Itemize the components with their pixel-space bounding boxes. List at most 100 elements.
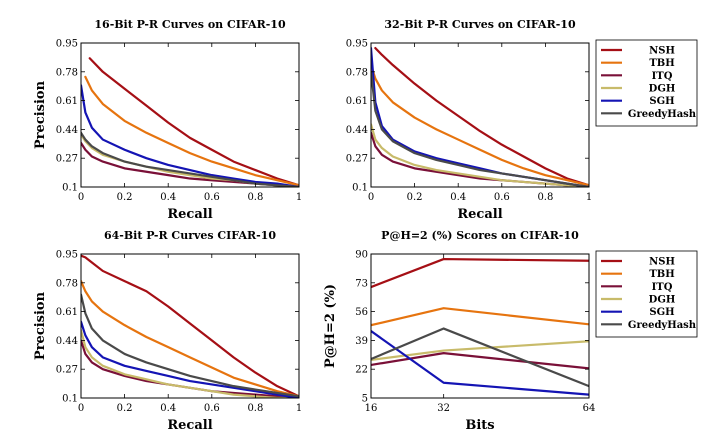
series-group: [371, 257, 589, 396]
legend-label-sgh: SGH: [649, 96, 674, 107]
legend-label-dgh: DGH: [649, 84, 676, 95]
x-tick-label: 64: [583, 403, 596, 414]
series-line-nsh: [81, 254, 299, 398]
y-tick-label: 0.27: [56, 365, 78, 376]
y-tick-label: 0.44: [56, 125, 78, 136]
y-tick-label: 5: [362, 394, 368, 405]
series-line-greedyhash: [371, 70, 589, 187]
y-tick-label: 0.95: [56, 39, 78, 50]
y-tick-label: 0.95: [346, 39, 368, 50]
series-line-tbh: [371, 63, 589, 187]
x-tick-label: 0.6: [204, 403, 220, 414]
legend-label-sgh: SGH: [649, 307, 674, 318]
y-axis-label: Precision: [33, 80, 48, 149]
series-line-sgh: [371, 329, 589, 396]
y-tick-label: 0.1: [62, 394, 78, 405]
legend-label-tbh: TBH: [649, 58, 674, 69]
legend-label-itq: ITQ: [652, 282, 673, 293]
y-tick-label: 0.78: [56, 278, 78, 289]
chart-title: 16-Bit P-R Curves on CIFAR-10: [94, 18, 286, 31]
series-line-sgh: [81, 320, 299, 398]
chart-panel-1: 16-Bit P-R Curves on CIFAR-10 0 0.2 0.4 0.6 0…: [33, 18, 302, 222]
legend-label-tbh: TBH: [649, 269, 674, 280]
y-axis-label: Precision: [33, 291, 48, 360]
series-line-tbh: [81, 280, 299, 398]
legend-label-dgh: DGH: [649, 295, 676, 306]
x-tick-label: 0.8: [247, 403, 263, 414]
x-tick-label: 0.6: [494, 192, 510, 203]
y-tick-label: 0.1: [62, 183, 78, 194]
y-tick-label: 56: [355, 307, 368, 318]
y-axis-label: P@H=2 (%): [323, 284, 338, 368]
series-line-nsh: [371, 257, 589, 289]
series-line-itq: [81, 141, 299, 187]
y-tick-label: 0.61: [346, 96, 368, 107]
legend-label-nsh: NSH: [649, 257, 675, 268]
y-tick-label: 0.27: [346, 154, 368, 165]
x-tick-label: 1: [296, 403, 302, 414]
y-tick-label: 22: [355, 365, 368, 376]
x-tick-label: 16: [365, 403, 378, 414]
y-tick-label: 90: [355, 250, 368, 261]
axes-frame: [80, 42, 300, 188]
x-tick-label: 1: [296, 192, 302, 203]
y-tick-label: 0.27: [56, 154, 78, 165]
series-line-greedyhash: [371, 327, 589, 388]
series-line-sgh: [81, 84, 299, 187]
series-line-nsh: [374, 46, 589, 187]
x-axis-label: Recall: [167, 207, 212, 222]
axes-frame: [370, 42, 590, 188]
series-line-sgh: [371, 46, 589, 187]
axes-frame: [370, 253, 590, 399]
y-tick-label: 0.61: [56, 96, 78, 107]
chart-title: 64-Bit P-R Curves CIFAR-10: [104, 229, 276, 242]
x-tick-label: 0.4: [160, 192, 176, 203]
y-tick-label: 73: [355, 278, 368, 289]
legend-label-nsh: NSH: [649, 46, 675, 57]
legend-label-greedyhash: GreedyHash: [628, 320, 697, 331]
series-group: [371, 46, 589, 187]
chart-panel-3: 64-Bit P-R Curves CIFAR-10 0 0.2 0.4 0.6 0.8 1…: [33, 229, 302, 433]
x-tick-label: 0.2: [407, 192, 423, 203]
x-tick-label: 32: [437, 403, 450, 414]
y-tick-label: 0.95: [56, 250, 78, 261]
x-tick-label: 0: [368, 192, 374, 203]
legend-label-itq: ITQ: [652, 71, 673, 82]
series-line-tbh: [371, 307, 589, 327]
series-line-nsh: [88, 57, 299, 187]
series-line-greedyhash: [81, 293, 299, 398]
x-tick-label: 0.8: [247, 192, 263, 203]
legend-box: [595, 39, 698, 127]
series-line-itq: [371, 352, 589, 370]
x-axis-label: Recall: [457, 207, 502, 222]
chart-title: P@H=2 (%) Scores on CIFAR-10: [381, 229, 579, 242]
y-tick-label: 0.78: [56, 67, 78, 78]
x-tick-label: 0.4: [160, 403, 176, 414]
x-tick-label: 1: [586, 192, 592, 203]
legend-label-greedyhash: GreedyHash: [628, 109, 697, 120]
x-tick-label: 0.4: [450, 192, 466, 203]
x-axis-label: Recall: [167, 418, 212, 433]
axes-frame: [80, 253, 300, 399]
x-tick-label: 0.2: [117, 403, 133, 414]
y-tick-label: 0.44: [346, 125, 368, 136]
y-tick-label: 39: [355, 336, 368, 347]
x-tick-label: 0: [78, 403, 84, 414]
chart-panel-2: 32-Bit P-R Curves on CIFAR-10 0 0.2 0.4 0.6 0…: [346, 18, 698, 222]
series-group: [81, 254, 299, 398]
y-tick-label: 0.78: [346, 67, 368, 78]
chart-panel-4: P@H=2 (%) Scores on CIFAR-10 16 32 64 5 22 39 5…: [323, 229, 698, 433]
y-tick-label: 0.1: [352, 183, 368, 194]
x-axis-label: Bits: [465, 418, 494, 433]
y-tick-label: 0.61: [56, 307, 78, 318]
x-tick-label: 0.2: [117, 192, 133, 203]
series-group: [81, 57, 299, 187]
series-line-tbh: [84, 75, 299, 187]
chart-title: 32-Bit P-R Curves on CIFAR-10: [384, 18, 576, 31]
y-tick-label: 0.44: [56, 336, 78, 347]
series-line-dgh: [371, 340, 589, 361]
x-tick-label: 0.6: [204, 192, 220, 203]
